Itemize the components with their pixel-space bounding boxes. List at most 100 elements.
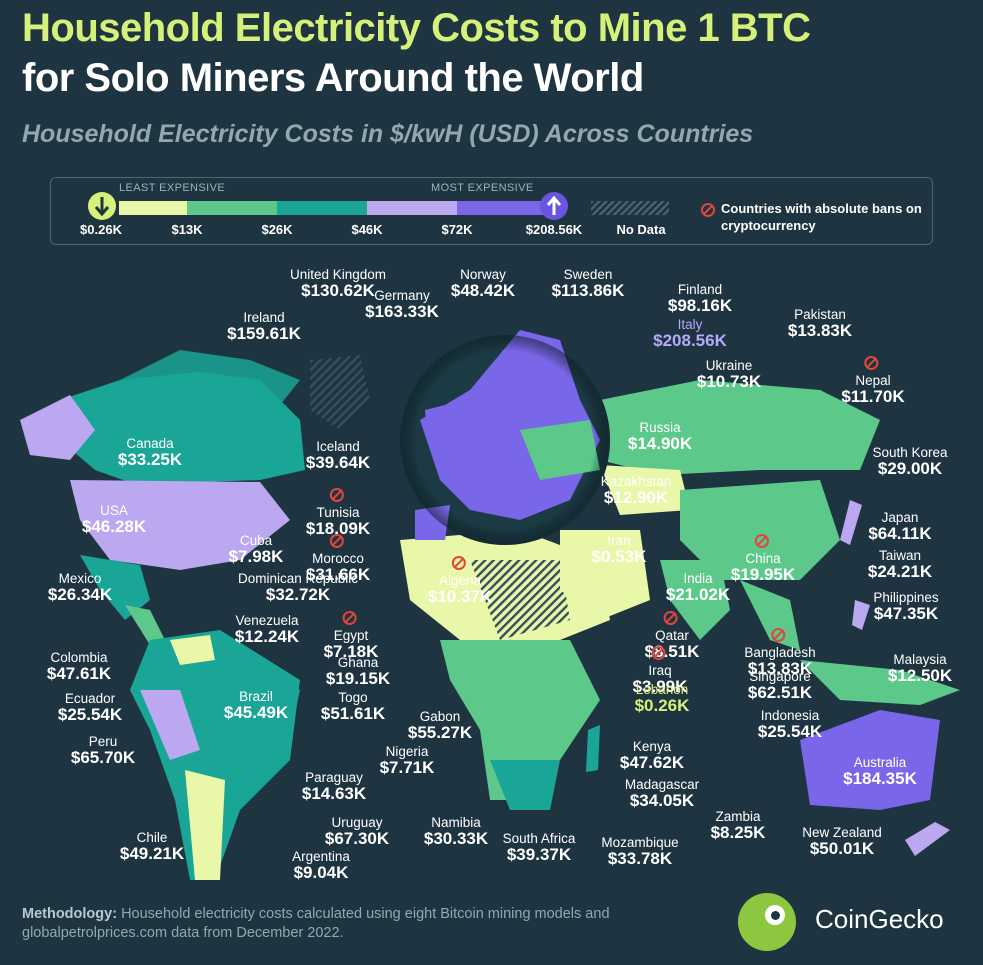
country-name: Brazil (239, 689, 273, 704)
country-value: $25.54K (757, 722, 823, 742)
country-label-taiwan: Taiwan $24.21K (867, 548, 933, 582)
region-madagascar (586, 725, 600, 772)
country-name: Tunisia (316, 504, 360, 520)
country-label-china: China $19.95K (731, 534, 795, 584)
country-label-chile: Chile $49.21K (119, 830, 185, 864)
region-kazakhstan (600, 465, 690, 515)
country-value: $14.63K (301, 784, 367, 804)
country-name: Norway (460, 267, 506, 282)
country-name: Iceland (316, 439, 360, 454)
country-value: $25.54K (57, 705, 123, 725)
country-name: Namibia (431, 815, 481, 830)
country-name: Algeria (438, 572, 482, 588)
country-label-zambia: Zambia $8.25K (711, 809, 766, 842)
country-value: $163.33K (365, 302, 439, 322)
country-value: $24.21K (867, 562, 933, 582)
country-name: Ukraine (705, 358, 753, 373)
country-label-ireland: Ireland $159.61K (227, 310, 301, 343)
country-label-peru: Peru $65.70K (71, 734, 135, 767)
country-name: Indonesia (760, 708, 820, 723)
ban-icon (754, 534, 769, 548)
country-label-canada: Canada $33.25K (117, 436, 183, 470)
country-value: $14.90K (627, 434, 693, 454)
country-value: $33.25K (117, 450, 183, 470)
country-value: $11.70K (841, 386, 905, 406)
country-value: $12.24K (234, 627, 300, 647)
region-peru (140, 690, 200, 760)
country-value: $48.42K (450, 281, 516, 301)
methodology-text: Household electricity costs calculated u… (22, 906, 610, 941)
title-line-1: Household Electricity Costs to Mine 1 BT… (22, 6, 811, 50)
country-name: Italy (677, 317, 703, 332)
country-label-ghana: Ghana $19.15K (326, 655, 390, 688)
country-label-colombia: Colombia $47.61K (47, 650, 111, 683)
country-label-malaysia: Malaysia $12.50K (888, 652, 952, 685)
country-label-india: India $21.02K (665, 571, 731, 605)
region-australia (800, 710, 940, 810)
country-label-usa: USA $46.28K (82, 503, 146, 536)
country-label-mexico: Mexico $26.34K (48, 571, 112, 604)
region-china (680, 480, 840, 580)
country-name: Finland (677, 282, 723, 297)
region-central-america (125, 605, 165, 645)
country-name: Ireland (243, 310, 285, 325)
country-label-iran: Iran $0.53K (591, 533, 647, 567)
country-value: $3.99K (632, 676, 688, 696)
country-label-kazakhstan: Kazakhstan $12.90K (601, 474, 672, 507)
country-name: Kenya (632, 739, 672, 754)
country-name: Singapore (749, 669, 811, 684)
country-label-russia: Russia $14.90K (627, 420, 693, 454)
country-name: Qatar (655, 627, 689, 643)
country-label-finland: Finland $98.16K (667, 282, 733, 316)
country-name: Australia (853, 755, 907, 770)
region-sahara-nodata (470, 560, 570, 640)
region-venezuela (170, 635, 215, 665)
region-brazil (185, 660, 300, 790)
country-label-nepal: Nepal $11.70K (841, 356, 905, 406)
least-expensive-label: LEAST EXPENSIVE (119, 182, 226, 194)
country-name: Lebanon (635, 682, 689, 697)
country-name: South Korea (872, 445, 948, 460)
country-name: Zambia (715, 809, 761, 824)
country-value: $0.53K (591, 547, 647, 567)
country-name: United Kingdom (289, 267, 387, 282)
country-value: $208.56K (653, 331, 727, 351)
ban-icon (864, 356, 879, 370)
country-value: $34.05K (629, 791, 695, 811)
country-label-cuba: Cuba $7.98K (229, 533, 284, 566)
country-name: Philippines (873, 590, 939, 605)
country-name: Mozambique (601, 835, 679, 850)
country-label-japan: Japan $64.11K (868, 510, 931, 543)
country-name: Sweden (563, 267, 613, 282)
country-value: $33.78K (607, 849, 673, 869)
country-value: $13.83K (787, 321, 853, 341)
country-name: Ghana (337, 655, 379, 670)
subtitle: Household Electricity Costs in $/kwH (US… (22, 120, 754, 148)
country-label-paraguay: Paraguay $14.63K (301, 770, 367, 804)
logo-eye (765, 905, 785, 925)
country-label-mozambique: Mozambique $33.78K (601, 835, 679, 869)
country-name: Canada (126, 436, 174, 451)
country-value: $0.26K (634, 696, 690, 716)
country-value: $21.02K (665, 585, 731, 605)
region-new-zealand (905, 822, 950, 856)
country-value: $45.49K (223, 703, 289, 723)
country-value: $98.16K (667, 296, 733, 316)
country-label-argentina: Argentina $9.04K (292, 849, 350, 882)
country-label-new-zealand: New Zealand $50.01K (802, 825, 882, 858)
country-label-ecuador: Ecuador $25.54K (57, 691, 123, 725)
country-name: Bangladesh (744, 644, 816, 660)
country-name: Taiwan (878, 548, 922, 563)
country-label-australia: Australia $184.35K (843, 755, 917, 788)
country-label-united-kingdom: United Kingdom $130.62K (289, 267, 387, 300)
country-name: Iran (607, 533, 631, 548)
country-name: Egypt (333, 627, 369, 643)
region-indonesia (800, 660, 960, 705)
country-label-philippines: Philippines $47.35K (873, 590, 939, 623)
country-name: Togo (338, 690, 368, 705)
country-name: Ecuador (64, 691, 116, 706)
country-label-germany: Germany $163.33K (365, 288, 439, 322)
country-value: $49.21K (119, 844, 185, 864)
region-middle-east (560, 530, 650, 620)
country-value: $67.30K (324, 829, 390, 849)
